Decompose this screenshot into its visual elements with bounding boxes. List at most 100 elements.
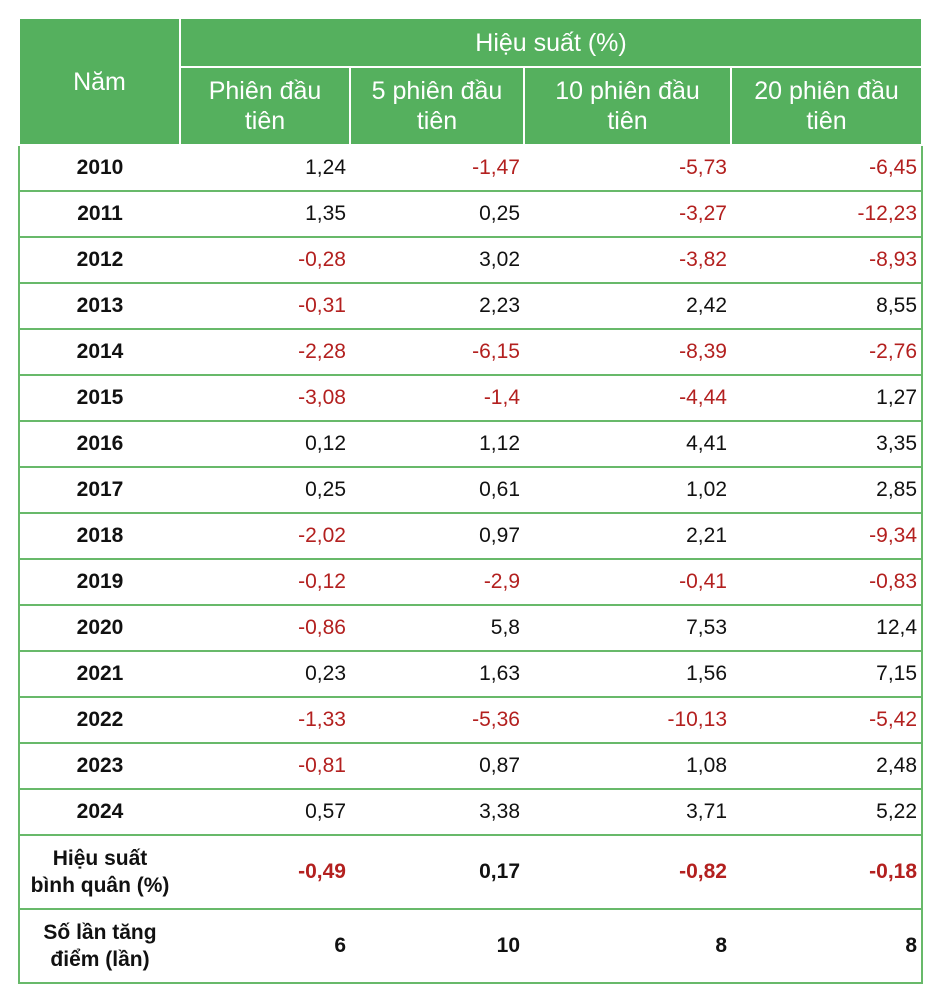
value-cell: 0,12 — [180, 421, 350, 468]
year-cell: 2019 — [18, 559, 180, 606]
value-cell: 1,08 — [524, 743, 731, 790]
value-cell: -0,28 — [180, 237, 350, 284]
value-cell: -1,33 — [180, 697, 350, 744]
col-header-line1: Phiên đầu — [208, 77, 322, 105]
value-cell: -5,73 — [524, 144, 731, 192]
summary-label-line1: Số lần tăng — [43, 921, 157, 944]
table-row: 2014 -2,28 -6,15 -8,39 -2,76 — [18, 329, 924, 376]
value-cell: -2,76 — [731, 329, 924, 376]
value-cell: -3,27 — [524, 191, 731, 238]
table-header: Năm Hiệu suất (%) Phiên đầu tiên 5 phiên… — [18, 17, 924, 146]
value-cell: 0,57 — [180, 789, 350, 836]
col-header-10: 10 phiên đầu tiên — [523, 66, 732, 146]
summary-label: Số lần tăng điểm (lần) — [18, 909, 180, 984]
value-cell: 12,4 — [731, 605, 924, 652]
value-cell: 0,87 — [350, 743, 524, 790]
value-cell: -6,15 — [350, 329, 524, 376]
table-row: 2015 -3,08 -1,4 -4,44 1,27 — [18, 375, 924, 422]
col-header-line2: tiên — [806, 107, 847, 135]
value-cell: 3,02 — [350, 237, 524, 284]
value-cell: -10,13 — [524, 697, 731, 744]
value-cell: -9,34 — [731, 513, 924, 560]
value-cell: 1,35 — [180, 191, 350, 238]
value-cell: 1,24 — [180, 144, 350, 192]
year-cell: 2012 — [18, 237, 180, 284]
value-cell: 0,25 — [350, 191, 524, 238]
col-header-line1: 5 phiên đầu — [371, 77, 503, 105]
summary-label-line1: Hiệu suất — [52, 847, 148, 870]
table-row: 2011 1,35 0,25 -3,27 -12,23 — [18, 191, 924, 238]
value-cell: 5,22 — [731, 789, 924, 836]
value-cell: 1,02 — [524, 467, 731, 514]
year-cell: 2015 — [18, 375, 180, 422]
table-row: 2010 1,24 -1,47 -5,73 -6,45 — [18, 144, 924, 192]
value-cell: 2,85 — [731, 467, 924, 514]
value-cell: -5,36 — [350, 697, 524, 744]
summary-label-line2: bình quân (%) — [30, 874, 170, 897]
year-cell: 2024 — [18, 789, 180, 836]
value-cell: 2,23 — [350, 283, 524, 330]
col-header-line1: 10 phiên đầu — [555, 77, 700, 105]
value-cell: 2,48 — [731, 743, 924, 790]
table-row: 2022 -1,33 -5,36 -10,13 -5,42 — [18, 697, 924, 744]
col-header-line2: tiên — [416, 107, 458, 135]
value-cell: -8,39 — [524, 329, 731, 376]
col-header-20: 20 phiên đầu tiên — [729, 66, 924, 146]
year-cell: 2016 — [18, 421, 180, 468]
year-cell: 2023 — [18, 743, 180, 790]
value-cell: -2,9 — [350, 559, 524, 606]
year-cell: 2017 — [18, 467, 180, 514]
value-cell: 7,53 — [524, 605, 731, 652]
table-row: 2024 0,57 3,38 3,71 5,22 — [18, 789, 924, 836]
year-cell: 2020 — [18, 605, 180, 652]
value-cell: -12,23 — [731, 191, 924, 238]
value-cell: 3,38 — [350, 789, 524, 836]
value-cell: -0,12 — [180, 559, 350, 606]
value-cell: 0,61 — [350, 467, 524, 514]
summary-row: Số lần tăng điểm (lần) 6 10 8 8 — [18, 909, 924, 984]
value-cell: 10 — [350, 909, 524, 984]
table-body: 2010 1,24 -1,47 -5,73 -6,45 2011 1,35 0,25 -3,27… — [18, 144, 924, 984]
value-cell: 0,25 — [180, 467, 350, 514]
value-cell: 8,55 — [731, 283, 924, 330]
year-cell: 2022 — [18, 697, 180, 744]
value-cell: -2,02 — [180, 513, 350, 560]
value-cell: -0,83 — [731, 559, 924, 606]
col-header-5: 5 phiên đầu tiên — [349, 66, 525, 146]
group-header: Hiệu suất (%) — [178, 17, 924, 68]
value-cell: -2,28 — [180, 329, 350, 376]
value-cell: -0,86 — [180, 605, 350, 652]
value-cell: -0,41 — [524, 559, 731, 606]
col-header-line2: tiên — [607, 107, 648, 135]
year-cell: 2011 — [18, 191, 180, 238]
summary-label-line2: điểm (lần) — [50, 948, 150, 971]
value-cell: -0,31 — [180, 283, 350, 330]
value-cell: 7,15 — [731, 651, 924, 698]
value-cell: -0,81 — [180, 743, 350, 790]
table-row: 2021 0,23 1,63 1,56 7,15 — [18, 651, 924, 698]
value-cell: 0,97 — [350, 513, 524, 560]
value-cell: 1,12 — [350, 421, 524, 468]
value-cell: 6 — [180, 909, 350, 984]
value-cell: -0,82 — [524, 835, 731, 910]
table-row: 2023 -0,81 0,87 1,08 2,48 — [18, 743, 924, 790]
value-cell: 8 — [524, 909, 731, 984]
year-header: Năm — [18, 17, 181, 146]
value-cell: -1,47 — [350, 144, 524, 192]
year-cell: 2013 — [18, 283, 180, 330]
table-row: 2016 0,12 1,12 4,41 3,35 — [18, 421, 924, 468]
value-cell: -0,18 — [731, 835, 924, 910]
value-cell: 2,42 — [524, 283, 731, 330]
value-cell: -0,49 — [180, 835, 350, 910]
value-cell: 1,56 — [524, 651, 731, 698]
value-cell: 3,71 — [524, 789, 731, 836]
col-header-line2: tiên — [244, 107, 286, 135]
table-row: 2018 -2,02 0,97 2,21 -9,34 — [18, 513, 924, 560]
performance-table: Năm Hiệu suất (%) Phiên đầu tiên 5 phiên… — [18, 17, 924, 984]
value-cell: -1,4 — [350, 375, 524, 422]
summary-label: Hiệu suất bình quân (%) — [18, 835, 180, 910]
year-cell: 2014 — [18, 329, 180, 376]
year-cell: 2021 — [18, 651, 180, 698]
table-row: 2013 -0,31 2,23 2,42 8,55 — [18, 283, 924, 330]
value-cell: 2,21 — [524, 513, 731, 560]
